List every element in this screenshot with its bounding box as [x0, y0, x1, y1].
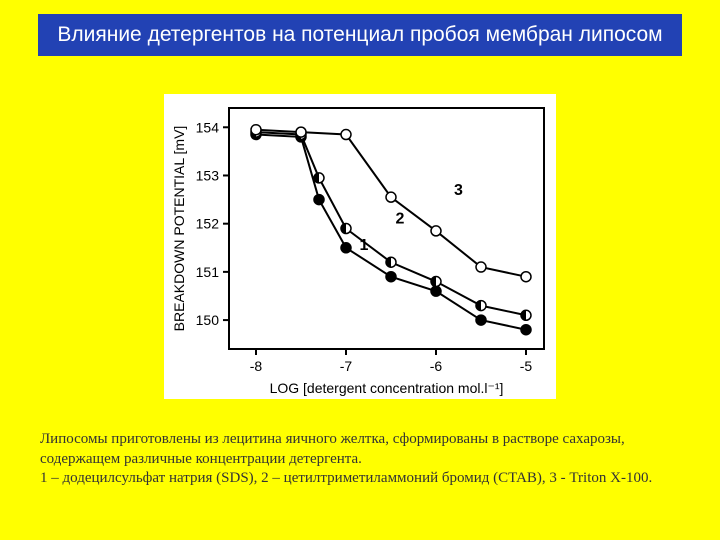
svg-text:2: 2: [396, 211, 405, 228]
svg-text:152: 152: [196, 216, 220, 232]
chart-svg: 150 151 152 153 154 -8 -7 -6 -5 LOG [detergent co…: [164, 94, 556, 399]
svg-text:151: 151: [196, 264, 220, 280]
svg-text:-5: -5: [520, 358, 533, 374]
svg-text:LOG [detergent concentration: LOG [detergent concentration mol.l⁻¹]: [270, 380, 504, 396]
svg-text:-8: -8: [250, 358, 263, 374]
chart-panel: 150 151 152 153 154 -8 -7 -6 -5 LOG [detergent co…: [164, 94, 556, 399]
caption-line-1: Липосомы приготовлены из лецитина яичног…: [40, 431, 625, 467]
svg-text:BREAKDOWN POTENTIAL [mV]: BREAKDOWN POTENTIAL [mV]: [171, 126, 187, 332]
svg-text:-6: -6: [430, 358, 443, 374]
title-bar: Влияние детергентов на потенциал пробоя …: [38, 14, 682, 56]
svg-text:150: 150: [196, 312, 220, 328]
svg-text:3: 3: [454, 182, 463, 199]
svg-text:-7: -7: [340, 358, 353, 374]
title-text: Влияние детергентов на потенциал пробоя …: [57, 23, 662, 46]
caption-line-2: 1 – додецилсульфат натрия (SDS), 2 – цет…: [40, 470, 652, 486]
svg-text:154: 154: [196, 119, 220, 135]
caption-block: Липосомы приготовлены из лецитина яичног…: [40, 430, 680, 489]
svg-text:153: 153: [196, 167, 220, 183]
